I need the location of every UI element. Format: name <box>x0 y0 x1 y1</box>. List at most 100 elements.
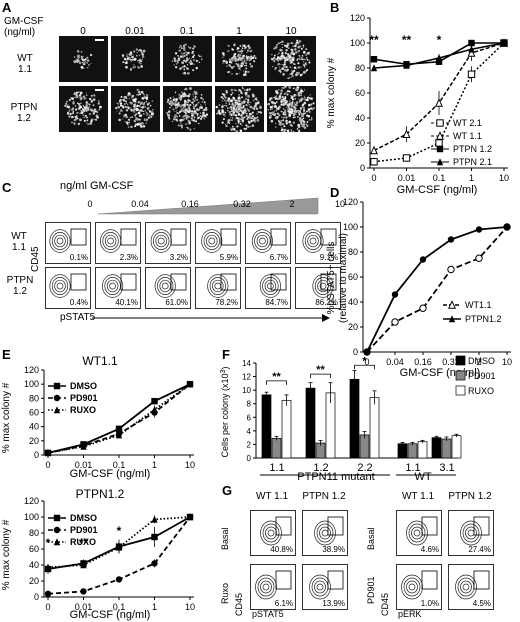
panel-f-bracket-0 <box>266 380 287 385</box>
panel-g-left-yaxis: CD45 <box>234 592 244 616</box>
panel-f-category-0: 1.1 <box>269 462 284 474</box>
panel-d-s0-point-2 <box>419 304 427 312</box>
panel-c-label: C <box>2 180 12 195</box>
panel-d-s1-point-3 <box>447 236 455 243</box>
panel-e-bottom-ylabel: % max colony # <box>1 519 12 590</box>
panel-e-top-s2-point-2 <box>115 431 123 439</box>
panel-c-row-ptpn-clone: 1.2 <box>13 286 27 297</box>
flow-plot-c-r1-c1: 40.1% <box>95 267 141 309</box>
panel-g-left-pct-r1-c1: 13.9% <box>322 599 345 608</box>
panel-d-s1-point-4 <box>475 226 483 233</box>
panel-g-right-xaxis: pERK <box>398 609 422 619</box>
panel-f-bar-4-1 <box>441 438 452 459</box>
panel-f-label: F <box>222 347 230 362</box>
panel-f-legend-0: DMSO <box>468 356 495 366</box>
micrograph-r0-c2 <box>163 36 212 82</box>
panel-b-s3-point-2 <box>435 54 443 62</box>
panel-e-top-xtick-2: 0.1 <box>113 460 126 470</box>
panel-e-top-legend-0: DMSO <box>70 381 97 391</box>
panel-b-legend-marker-3 <box>436 158 444 166</box>
panel-e-bottom-s2-point-2 <box>115 543 123 551</box>
panel-f-ytick-7: 14 <box>242 359 251 368</box>
panel-g-right-pct-r0-c0: 4.6% <box>420 545 439 554</box>
panel-f-bar-4-0 <box>431 437 442 459</box>
panel-f-ytick-5: 10 <box>242 386 251 395</box>
panel-e-top-xlabel: GM-CSF (ng/ml) <box>70 468 151 480</box>
panel-b-xtick-0: 0 <box>371 173 376 183</box>
panel-e-bottom-s1-point-1 <box>80 588 87 595</box>
flow-pct-c-r1-c4: 84.7% <box>265 298 288 307</box>
panel-e-bottom-ytick-6: 120 <box>24 496 39 506</box>
panel-e-bottom-s2-point-1 <box>80 561 87 569</box>
panel-b-s3-point-4 <box>500 39 508 47</box>
panel-e-bottom-legend-0: DMSO <box>70 513 97 523</box>
panel-b-star-0: ** <box>369 33 379 47</box>
flow-plot-c-r0-c4: 6.7% <box>245 222 291 264</box>
flow-pct-c-r0-c5: 9.1% <box>319 253 338 262</box>
panel-b-s1-point-3 <box>467 48 476 57</box>
panel-d-series-1 <box>366 226 508 353</box>
panel-b-ytick-2: 40 <box>355 113 365 123</box>
panel-f-category-1: 1.2 <box>313 462 328 474</box>
panel-e-top-legend-2: RUXO <box>70 405 96 415</box>
flow-pct-c-r1-c3: 78.2% <box>215 298 238 307</box>
panel-a-header: GM-CSF <box>4 16 44 27</box>
panel-e-bottom-s1-point-2 <box>115 576 123 583</box>
panel-g-left-row-1: Ruxo <box>220 582 230 604</box>
panel-e-top-legend-marker-0 <box>53 382 61 390</box>
panel-g-left-row-0: Basal <box>220 527 230 550</box>
panel-b-star-2: * <box>437 33 442 47</box>
flow-plot-c-r0-c0: 0.1% <box>45 222 91 264</box>
panel-a-col-0: 0 <box>80 26 86 37</box>
panel-e-bottom-s2-point-4 <box>186 513 194 521</box>
panel-c-row-ptpn: PTPN <box>6 275 34 286</box>
panel-e-bottom-xtick-2: 0.1 <box>113 602 126 612</box>
panel-g-left-xaxis: pSTAT5 <box>252 609 284 619</box>
panel-e-top-ytick-6: 120 <box>24 365 39 375</box>
panel-e-bottom-ytick-2: 40 <box>29 560 39 570</box>
panel-e-bottom-ytick-4: 80 <box>29 528 39 538</box>
panel-c-conc-0: 0 <box>87 199 93 209</box>
panel-f-ylabel: Cells per colony (x10 <box>220 373 230 457</box>
panel-d-s1-point-0 <box>363 348 371 356</box>
panel-c-conc-3: 0.32 <box>233 199 251 209</box>
panel-g-left-pct-r0-c0: 40.8% <box>270 545 293 554</box>
panel-b-legend: WT 2.1 WT 1.1 PTPN 1.2 PTPN 2.1 <box>431 118 492 167</box>
panel-f-legend-box-0 <box>455 355 466 366</box>
panel-d-legend-marker-1 <box>448 315 456 323</box>
panel-f-chart: Cells per colony (x103) 0 2 4 6 8 10 12 14 1.1 1.… <box>220 355 496 483</box>
flow-plot-c-r0-c5: 9.1% <box>295 222 341 264</box>
panel-g-right-yaxis: CD45 <box>380 592 390 616</box>
panel-b-xlabel: GM-CSF (ng/ml) <box>397 184 478 196</box>
panel-b-ytick-0: 0 <box>360 163 365 173</box>
panel-d-xtick-4: 2 <box>476 357 481 367</box>
panel-f-star-0: ** <box>272 371 281 383</box>
panel-b-legend-marker-2 <box>436 145 444 153</box>
panel-d-ytick-6: 120 <box>343 197 358 207</box>
panel-f-bar-3-2 <box>417 441 428 459</box>
panel-c-conc-1: 0.04 <box>131 199 149 209</box>
panel-d-ytick-4: 80 <box>348 247 358 257</box>
flow-pct-c-r0-c4: 6.7% <box>269 253 288 262</box>
panel-e-star-0: * <box>46 536 51 550</box>
flow-pct-c-r0-c3: 5.9% <box>219 253 238 262</box>
panel-e-top-s2-point-1 <box>80 442 87 450</box>
panel-e-bottom-legend-2: RUXO <box>70 537 96 547</box>
panel-d-label: D <box>330 185 340 200</box>
panel-g-right-flow-r0-c1: 27.4% <box>448 510 494 556</box>
panel-b-ylabel: % max colony # <box>326 57 337 128</box>
panel-f-bar-0-2 <box>281 399 292 459</box>
panel-d-s1-point-1 <box>391 291 399 298</box>
panel-b-ytick-1: 20 <box>355 138 365 148</box>
flow-plot-c-r1-c5: 86.2% <box>295 267 341 309</box>
panel-d-ytick-5: 100 <box>343 222 358 232</box>
panel-f-bracket-2 <box>354 364 375 370</box>
flow-pct-c-r1-c0: 0.4% <box>69 298 88 307</box>
panel-c-conc-5: 10 <box>334 199 345 209</box>
panel-b-legend-1: WT 1.1 <box>453 131 482 141</box>
panel-c-conc-4: 2 <box>289 199 295 209</box>
panel-a-col-4: 10 <box>285 26 297 37</box>
panel-e-bottom-title: PTPN1.2 <box>76 487 125 501</box>
panel-d-s0-point-1 <box>391 318 399 326</box>
